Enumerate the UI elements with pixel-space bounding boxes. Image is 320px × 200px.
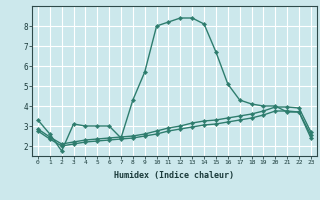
X-axis label: Humidex (Indice chaleur): Humidex (Indice chaleur) xyxy=(115,171,234,180)
